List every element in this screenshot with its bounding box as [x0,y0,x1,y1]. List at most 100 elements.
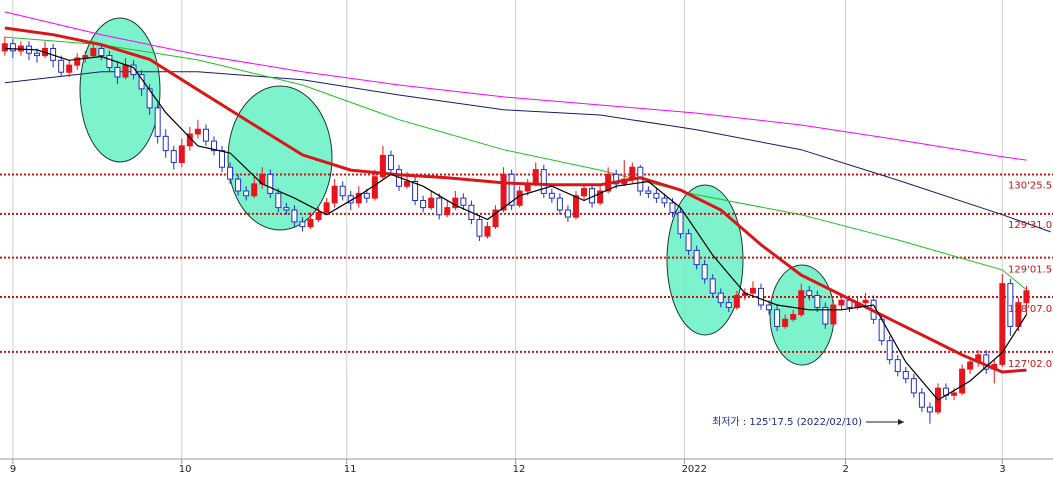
candle-body [74,57,81,66]
candle-body [749,287,756,294]
candle-body [653,192,660,199]
candle-body [452,197,459,209]
x-tick-label: 2022 [682,464,707,475]
candle-body [194,128,201,135]
candle-body [355,192,362,204]
x-tick-label: 11 [344,464,357,475]
moving-average [4,71,1051,233]
candle-body [339,185,346,197]
candle-body [299,221,306,228]
candle-body [235,178,242,192]
candle-body [1,43,8,52]
candle-body [798,290,805,316]
candle-body [122,64,129,78]
annotation-arrowhead [898,419,904,425]
candle-body [717,292,724,304]
candle-body [564,209,571,218]
level-label: 130'25.5 [1008,181,1052,192]
candle-body [58,59,65,73]
candle-body [983,354,990,370]
candle-body [444,207,451,216]
candle-body [685,233,692,251]
candle-body [9,43,16,52]
candle-body [178,145,185,163]
candle-body [146,88,153,109]
candle-body [251,183,258,197]
annotation: 최저가 : 125'17.5 (2022/02/10) [712,416,862,428]
candle-body [323,202,330,213]
candle-body [894,359,901,373]
candle-body [170,150,177,163]
candle-body [162,135,169,152]
candle-body [420,199,427,209]
candle-body [926,406,933,413]
candle-body [1023,290,1030,304]
candle-body [572,195,579,218]
candle-body [267,173,274,194]
moving-average [4,26,1027,374]
candle-body [210,140,217,152]
candle-body [645,190,652,194]
candle-body [219,150,226,168]
moving-average [4,11,1027,161]
candle-body [669,202,676,213]
candle-body [17,45,24,52]
candle-body [291,209,298,223]
candle-body [733,295,740,308]
candle-body [597,190,604,204]
candle-body [227,166,234,180]
candle-body [404,180,411,187]
x-tick-label: 3 [999,464,1005,475]
candle-body [387,154,394,171]
candle-body [371,176,378,199]
candle-body [484,226,491,237]
candle-body [476,218,483,237]
candle-body [838,299,845,306]
candle-body [243,190,250,197]
candle-body [661,197,668,204]
candle-body [90,47,97,57]
candle-body [701,264,708,280]
candle-body [806,290,813,297]
candle-body [331,185,338,204]
level-label: 128'07.0 [1008,304,1052,315]
candle-body [275,192,282,209]
moving-average [4,47,1028,401]
candle-body [918,392,925,408]
candle-body [508,173,515,206]
candle-body [363,192,370,199]
candle-body [830,304,837,325]
candle-body [412,180,419,201]
candle-body [999,283,1006,365]
candle-body [283,207,290,211]
candle-body [532,169,539,185]
candle-body [34,52,41,57]
candle-body [379,154,386,178]
level-label: 129'01.5 [1008,265,1052,276]
candle-body [307,218,314,228]
candle-body [548,192,555,199]
candle-body [862,299,869,304]
candle-body [202,128,209,142]
candle-body [902,371,909,380]
moving-average [4,36,1027,291]
candle-body [98,47,105,57]
candle-body [540,169,547,194]
candle-body [790,314,797,320]
candle-body [774,309,781,327]
candle-body [1007,283,1014,327]
candle-body [492,209,499,228]
x-tick-label: 9 [10,464,16,475]
candle-body [130,64,137,76]
candle-body [814,295,821,308]
candle-body [114,66,121,78]
candle-body [725,302,732,308]
x-tick-label: 10 [179,464,192,475]
candle-body [154,107,161,137]
candle-body [782,318,789,327]
candle-body [910,378,917,394]
grid [12,0,1003,459]
candle-body [500,173,507,211]
